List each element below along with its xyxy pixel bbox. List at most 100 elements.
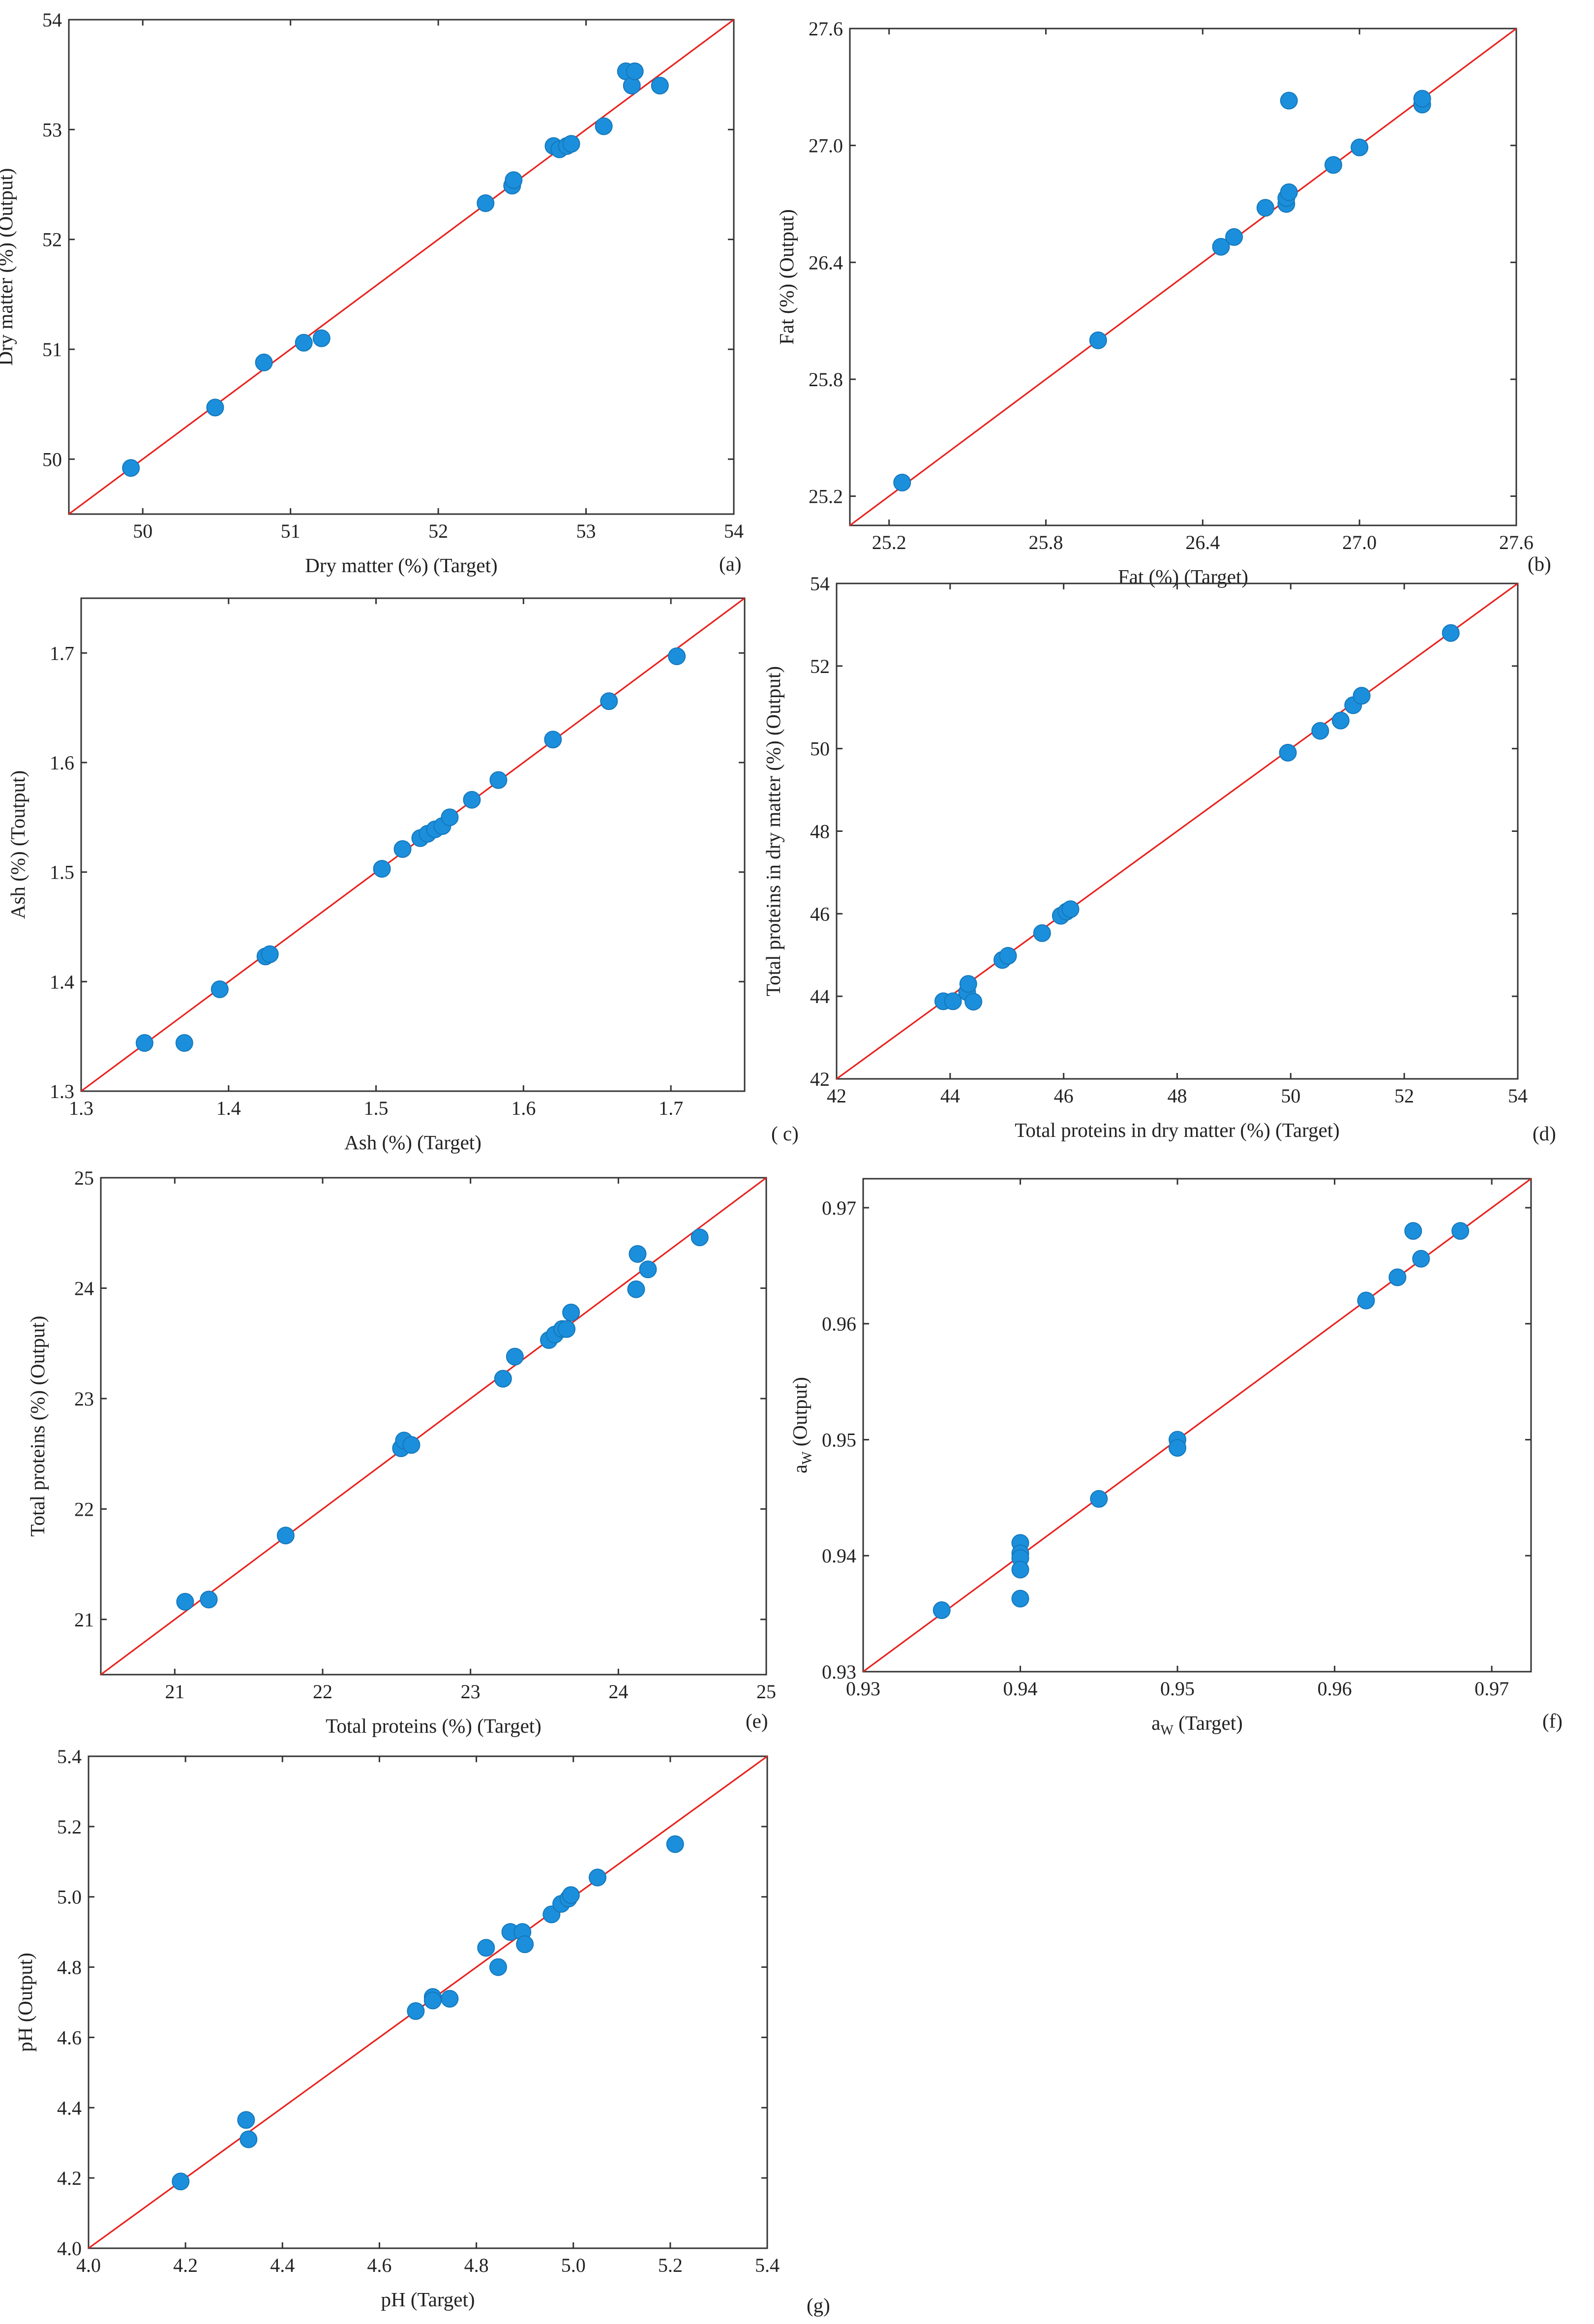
y-tick-label: 44 [810, 985, 830, 1008]
data-point [1212, 238, 1230, 256]
data-point [1324, 156, 1343, 174]
x-axis-title: Dry matter (%) (Target) [305, 554, 497, 577]
x-tick-label: 52 [428, 520, 448, 542]
panel-letter: (e) [746, 1710, 768, 1732]
data-point [206, 398, 224, 417]
data-point [639, 1260, 657, 1279]
y-tick-label: 0.95 [822, 1429, 856, 1451]
y-tick-label: 52 [42, 229, 62, 251]
data-point [237, 2111, 255, 2129]
x-axis-title: Ash (%) (Target) [344, 1131, 481, 1154]
x-tick-label: 27.6 [1499, 531, 1534, 553]
data-point [172, 2172, 190, 2191]
data-point [999, 947, 1017, 965]
y-tick-label: 0.97 [822, 1197, 856, 1219]
data-point [255, 353, 273, 371]
data-point [373, 859, 391, 878]
data-point [1351, 138, 1369, 156]
chart-panel-3: 1.3 1.4 1.5 1.6 1.7 1.3 1.4 1.5 1.6 1.7 Ash (%) (T… [6, 597, 799, 1154]
y-axis-title: Ash (%) (Toutput) [6, 770, 29, 919]
x-axis-title: pH (Target) [381, 2288, 475, 2311]
y-tick-label: 5.0 [57, 1886, 82, 1908]
data-point [562, 1886, 580, 1904]
data-point [441, 808, 459, 826]
identity-line [863, 1178, 1532, 1673]
y-tick-label: 4.2 [57, 2167, 82, 2189]
x-tick-label: 5.4 [755, 2254, 780, 2276]
data-point [211, 980, 229, 998]
data-point [505, 171, 523, 189]
data-point [463, 791, 481, 809]
x-tick-label: 1.3 [69, 1097, 93, 1119]
y-tick-label: 25 [74, 1167, 94, 1189]
identity-line [81, 597, 745, 1092]
y-tick-label: 1.4 [50, 971, 74, 993]
data-point [200, 1590, 218, 1609]
data-point [1404, 1222, 1422, 1240]
data-point [964, 993, 983, 1011]
panel-letter: (b) [1528, 552, 1551, 575]
y-tick-label: 23 [74, 1388, 94, 1410]
x-tick-label: 42 [827, 1085, 846, 1107]
data-point [1413, 90, 1431, 108]
plot-frame [80, 597, 746, 1092]
y-tick-label: 1.7 [50, 642, 74, 664]
panel-letter: (a) [719, 552, 742, 575]
y-axis-title: aW (Output) [788, 1377, 815, 1473]
data-point [489, 1958, 507, 1976]
x-tick-label: 26.4 [1185, 531, 1220, 553]
data-point [1089, 331, 1107, 349]
data-point [402, 1436, 421, 1454]
y-tick-label: 26.4 [809, 251, 843, 274]
data-point [516, 1935, 534, 1954]
x-tick-label: 48 [1168, 1085, 1187, 1107]
x-tick-label: 25 [756, 1681, 776, 1703]
plot-frame [68, 19, 735, 515]
data-point [1412, 1250, 1430, 1268]
data-point [623, 77, 641, 94]
x-tick-label: 4.2 [173, 2254, 198, 2276]
y-tick-label: 53 [42, 119, 62, 141]
data-point [1169, 1438, 1187, 1457]
x-tick-label: 0.96 [1318, 1678, 1352, 1700]
y-tick-label: 25.8 [809, 368, 843, 391]
chart-panel-6: 0.93 0.94 0.95 0.96 0.97 0.93 0.94 0.95 0.96 0.97… [788, 1178, 1563, 1738]
x-tick-label: 4.8 [464, 2254, 489, 2276]
y-tick-label: 42 [810, 1068, 830, 1090]
x-tick-label: 23 [461, 1681, 481, 1703]
data-point [276, 1527, 295, 1545]
data-point [393, 840, 412, 858]
x-tick-label: 25.8 [1029, 531, 1063, 553]
chart-panel-2: 25.2 25.8 26.4 27.0 27.6 25.2 25.8 26.4 27.0 27.6… [775, 18, 1551, 588]
y-tick-label: 4.0 [57, 2237, 82, 2260]
y-axis-title: Dry matter (%) (Output) [0, 168, 17, 366]
plot-frame [849, 28, 1517, 526]
x-tick-label: 22 [313, 1681, 332, 1703]
data-point [629, 1245, 647, 1263]
data-point [1225, 228, 1243, 246]
data-point [477, 1939, 495, 1957]
x-tick-label: 0.93 [846, 1678, 880, 1700]
x-tick-label: 50 [1281, 1085, 1300, 1107]
data-point [544, 731, 562, 749]
y-axis-title: Total proteins in dry matter (%) (Output… [762, 666, 784, 996]
y-axis-title: pH (Output) [14, 1953, 36, 2052]
data-point [893, 473, 911, 491]
x-tick-label: 1.6 [511, 1097, 536, 1119]
data-point [494, 1370, 512, 1388]
data-point [489, 771, 508, 789]
data-point [423, 1991, 442, 2010]
data-point [1353, 687, 1371, 705]
y-tick-label: 46 [810, 903, 830, 925]
data-point [1033, 924, 1051, 942]
y-tick-label: 54 [42, 9, 62, 31]
x-tick-label: 24 [608, 1681, 628, 1703]
y-tick-label: 21 [74, 1609, 94, 1631]
x-tick-label: 53 [576, 520, 596, 542]
x-tick-label: 0.95 [1160, 1678, 1195, 1700]
y-tick-label: 0.93 [822, 1661, 856, 1683]
data-point [1388, 1268, 1407, 1286]
data-point [944, 992, 962, 1010]
data-point [959, 975, 977, 993]
data-point [562, 135, 580, 153]
